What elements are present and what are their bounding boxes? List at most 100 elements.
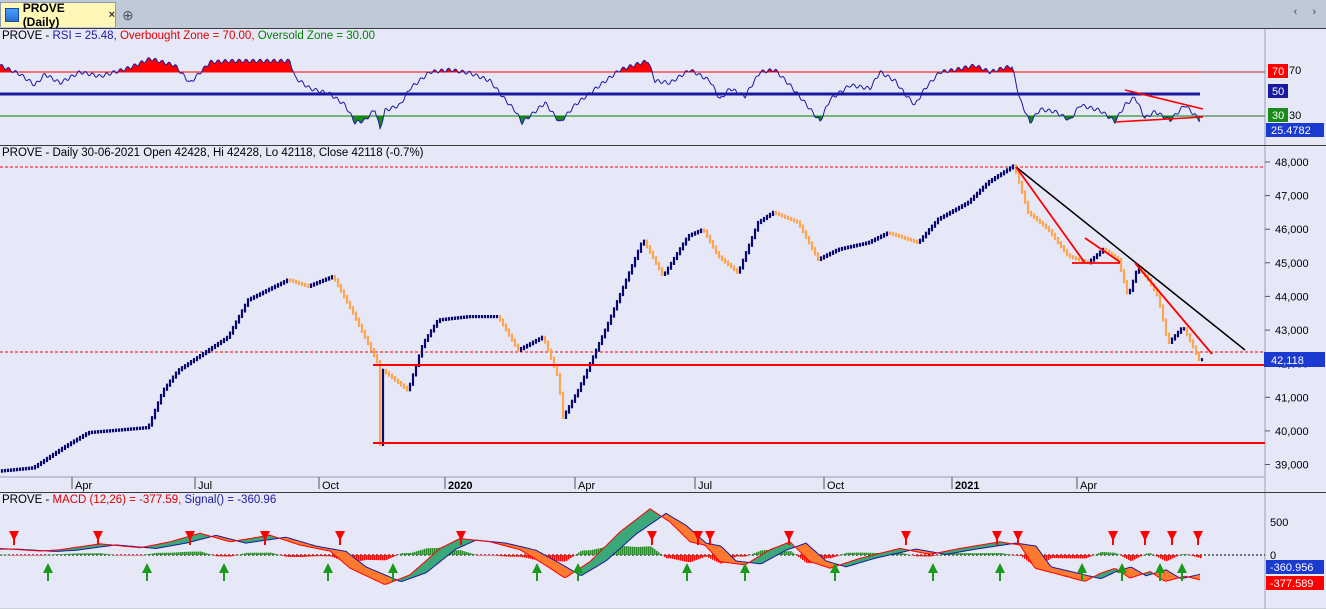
macd-histogram-bar — [466, 552, 468, 555]
macd-histogram-bar — [480, 555, 482, 556]
macd-histogram-bar — [694, 555, 696, 561]
macd-ribbon-segment — [626, 526, 628, 543]
rsi-70-marker-label: 70 — [1272, 66, 1284, 78]
macd-histogram-bar — [934, 555, 936, 556]
macd-ribbon-segment — [644, 512, 646, 529]
trend-line-black — [1016, 167, 1245, 350]
rsi-chart: 70 30 70 50 30 25.4782 — [0, 29, 1326, 146]
macd-ribbon-segment — [552, 559, 554, 571]
oversold-label: Oversold Zone = 30.00 — [258, 30, 375, 42]
macd-histogram-bar — [1156, 555, 1158, 557]
macd-histogram-bar — [1074, 555, 1076, 558]
macd-histogram-bar — [70, 554, 72, 555]
macd-histogram-bar — [304, 555, 306, 557]
macd-ribbon-segment — [550, 558, 552, 570]
macd-histogram-bar — [914, 555, 916, 556]
macd-histogram-bar — [426, 548, 428, 555]
macd-histogram-bar — [148, 554, 150, 555]
rsi-trendline-lower — [1115, 117, 1203, 122]
macd-histogram-bar — [792, 553, 794, 555]
macd-histogram-bar — [854, 553, 856, 555]
macd-ribbon-segment — [652, 510, 654, 523]
macd-histogram-bar — [374, 555, 376, 560]
macd-tick-500: 500 — [1270, 517, 1288, 529]
macd-histogram-bar — [786, 551, 788, 555]
macd-histogram-bar — [160, 553, 162, 555]
macd-histogram-bar — [986, 553, 988, 555]
macd-histogram-bar — [110, 555, 112, 556]
macd-histogram-bar — [366, 555, 368, 560]
overbought-label: Overbought Zone = 70.00, — [120, 30, 258, 42]
macd-histogram-bar — [1194, 555, 1196, 557]
tab-navigation-icon[interactable]: ‹ › — [1294, 6, 1322, 18]
macd-histogram-bar — [902, 553, 904, 555]
macd-histogram-bar — [1174, 555, 1176, 557]
macd-histogram-bar — [1190, 555, 1192, 556]
macd-histogram-bar — [692, 555, 694, 561]
macd-histogram-bar — [398, 555, 400, 556]
macd-histogram-bar — [394, 555, 396, 556]
macd-histogram-bar — [1106, 552, 1108, 555]
new-tab-icon[interactable]: ⊕ — [122, 7, 134, 24]
macd-histogram-bar — [16, 555, 18, 556]
macd-ribbon-segment — [348, 553, 350, 568]
macd-histogram-bar — [196, 552, 198, 555]
macd-histogram-bar — [270, 553, 272, 555]
x-axis-label: 2020 — [448, 480, 472, 492]
macd-histogram-bar — [650, 546, 652, 555]
macd-histogram-bar — [200, 552, 202, 556]
rsi-pane[interactable]: 70 30 70 50 30 25.4782 PROVE - RSI = 25.… — [0, 28, 1326, 145]
macd-histogram-bar — [630, 547, 632, 555]
macd-histogram-bar — [990, 553, 992, 555]
price-axis-tick-label: 46,000 — [1275, 224, 1309, 236]
macd-histogram-bar — [260, 553, 262, 555]
macd-histogram-bar — [114, 555, 116, 556]
macd-ribbon-segment — [1130, 567, 1132, 578]
macd-histogram-bar — [660, 554, 662, 555]
macd-histogram-bar — [1008, 554, 1010, 555]
macd-histogram-bar — [932, 555, 934, 556]
macd-ribbon-segment — [440, 547, 442, 561]
macd-histogram-bar — [202, 552, 204, 555]
sell-arrow-icon — [335, 531, 345, 541]
macd-ribbon-segment — [720, 546, 722, 562]
macd-ribbon-segment — [624, 527, 626, 545]
macd-histogram-bar — [88, 553, 90, 555]
macd-histogram-bar — [582, 550, 584, 555]
macd-histogram-bar — [34, 555, 36, 556]
close-icon[interactable]: × — [109, 9, 115, 21]
macd-histogram-bar — [622, 546, 624, 555]
macd-histogram-bar — [1192, 555, 1194, 556]
macd-histogram-bar — [1004, 554, 1006, 555]
macd-histogram-bar — [240, 554, 242, 555]
macd-histogram-bar — [830, 555, 832, 558]
macd-histogram-bar — [478, 555, 480, 556]
macd-histogram-bar — [130, 555, 132, 556]
macd-histogram-bar — [410, 553, 412, 555]
tab-prove-daily[interactable]: PROVE (Daily) × — [0, 2, 116, 27]
macd-histogram-bar — [688, 555, 690, 562]
macd-histogram-bar — [1120, 555, 1122, 556]
macd-histogram-bar — [224, 555, 226, 556]
macd-histogram-bar — [188, 552, 190, 555]
macd-histogram-bar — [144, 555, 146, 556]
macd-histogram-bar — [282, 555, 284, 556]
macd-histogram-bar — [842, 554, 844, 555]
macd-ribbon-segment — [370, 569, 372, 579]
macd-pane[interactable]: 500 0 -360.956 -377.589 PROVE - MACD (12… — [0, 492, 1326, 608]
macd-ribbon-segment — [1166, 570, 1168, 581]
macd-histogram-bar — [96, 553, 98, 555]
macd-ribbon-segment — [354, 558, 356, 571]
buy-arrow-icon — [1155, 563, 1165, 573]
macd-histogram-bar — [570, 555, 572, 558]
price-pane[interactable]: 48,00047,00046,00045,00044,00043,00042,0… — [0, 145, 1326, 492]
macd-histogram-bar — [172, 553, 174, 555]
macd-histogram-bar — [562, 555, 564, 561]
price-axis-tick-label: 40,000 — [1275, 426, 1309, 438]
macd-histogram-bar — [124, 555, 126, 556]
macd-histogram-bar — [470, 553, 472, 555]
macd-histogram-bar — [320, 555, 322, 556]
macd-histogram-bar — [14, 555, 16, 556]
macd-histogram-bar — [654, 549, 656, 555]
macd-histogram-bar — [94, 553, 96, 555]
